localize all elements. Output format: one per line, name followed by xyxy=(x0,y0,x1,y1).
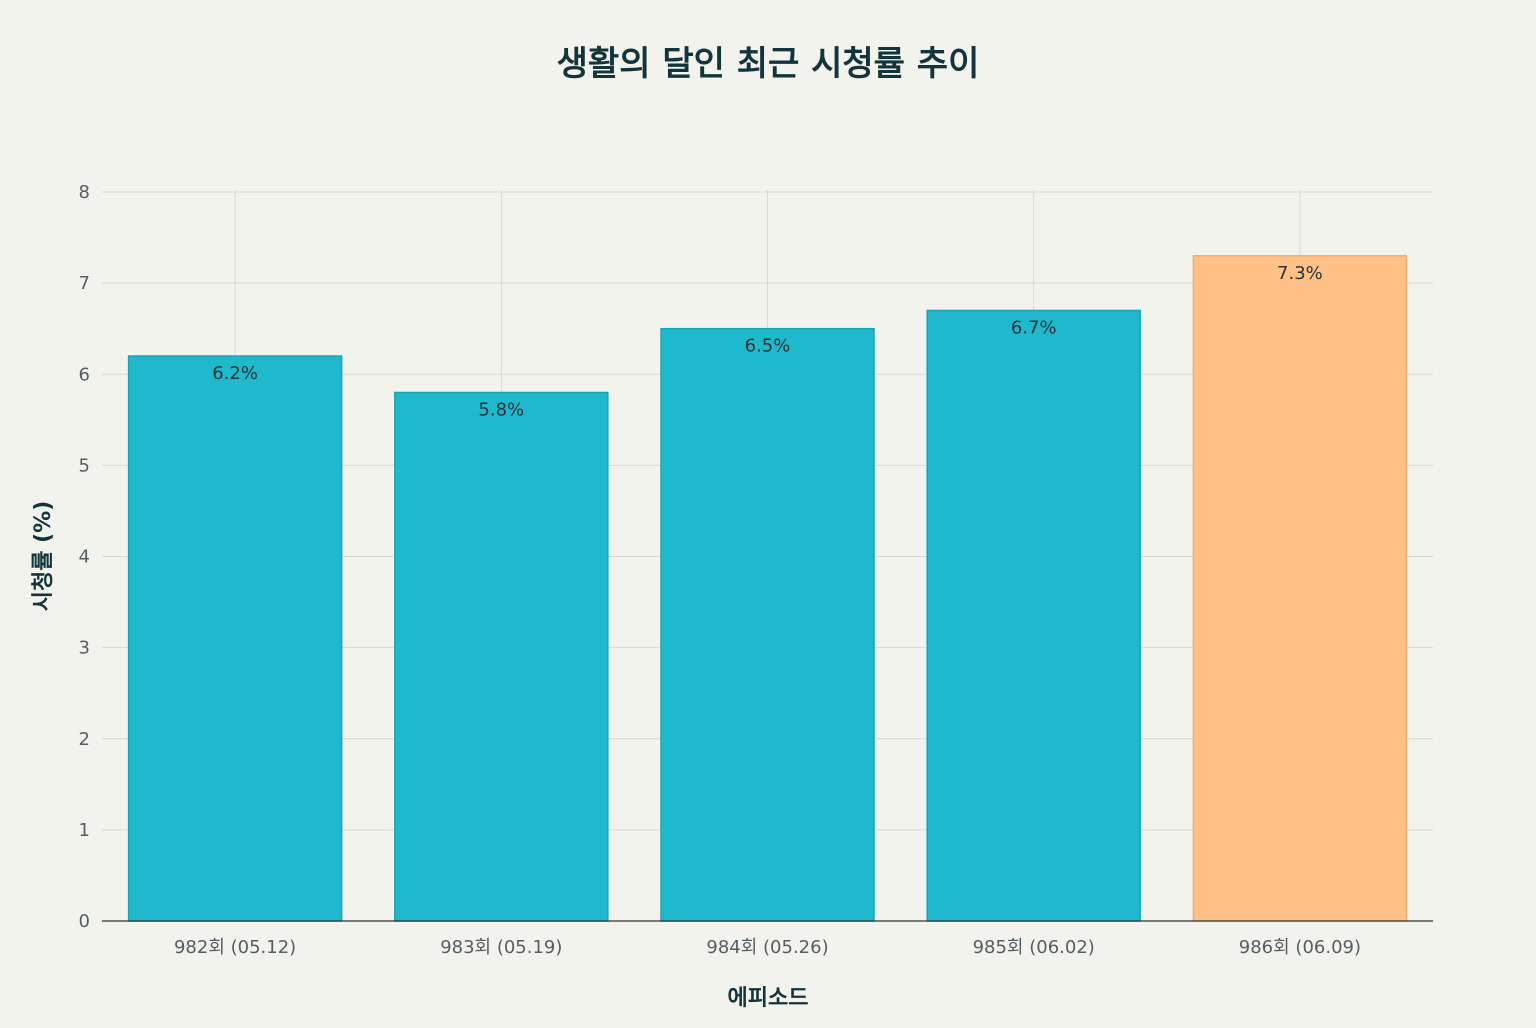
x-tick-label: 983회 (05.19) xyxy=(440,937,562,958)
bar xyxy=(1192,255,1408,922)
x-axis-ticks: 982회 (05.12) 983회 (05.19) 984회 (05.26) 985회… xyxy=(174,937,1361,958)
y-tick-label: 2 xyxy=(79,729,90,750)
y-tick-label: 8 xyxy=(79,182,90,203)
y-tick-label: 4 xyxy=(79,547,90,568)
x-tick-label: 986회 (06.09) xyxy=(1239,937,1361,958)
x-axis-title: 에피소드 xyxy=(728,986,809,1011)
bar-value-labels: 6.2% 5.8% 6.5% 6.7% 7.3% xyxy=(212,263,1323,421)
y-tick-label: 5 xyxy=(79,455,90,476)
bar-value-label: 6.7% xyxy=(1011,317,1057,338)
bar xyxy=(127,355,343,922)
y-tick-label: 1 xyxy=(79,820,90,841)
x-tick-label: 982회 (05.12) xyxy=(174,937,296,958)
bar xyxy=(926,309,1141,922)
bar xyxy=(660,327,875,922)
y-tick-label: 3 xyxy=(79,638,90,659)
y-tick-label: 7 xyxy=(79,273,90,294)
bar-value-label: 6.5% xyxy=(745,336,791,357)
chart-title: 생활의 달인 최근 시청률 추이 xyxy=(557,44,980,84)
x-tick-label: 984회 (05.26) xyxy=(706,937,828,958)
bar-value-label: 7.3% xyxy=(1277,263,1323,284)
bar-value-label: 6.2% xyxy=(212,363,258,384)
y-tick-label: 0 xyxy=(79,911,90,932)
bar xyxy=(394,391,609,922)
bar-value-label: 5.8% xyxy=(478,399,524,420)
y-tick-label: 6 xyxy=(79,364,90,385)
bars xyxy=(127,255,1408,922)
y-axis-ticks: 0 1 2 3 4 5 6 7 8 xyxy=(79,182,90,932)
y-axis-title: 시청률 (%) xyxy=(31,501,56,612)
x-tick-label: 985회 (06.02) xyxy=(973,937,1095,958)
